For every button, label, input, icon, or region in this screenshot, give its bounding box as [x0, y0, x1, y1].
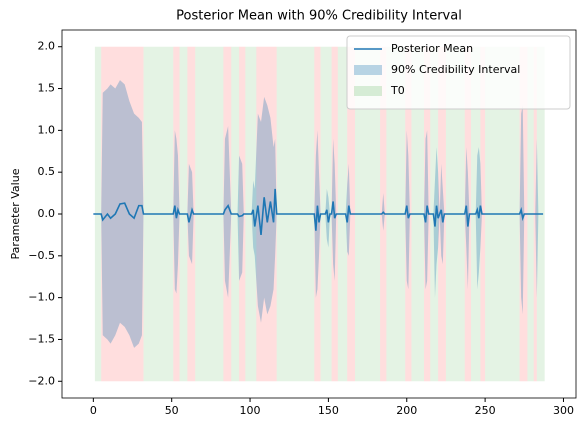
- span: [464, 46, 472, 382]
- x-tick-label: 50: [165, 404, 179, 417]
- legend-box: [346, 35, 571, 110]
- x-tick-label: 0: [90, 404, 97, 417]
- legend-label: T0: [390, 84, 405, 97]
- chart-title: Posterior Mean with 90% Credibility Inte…: [176, 9, 462, 24]
- y-tick-label: −0.5: [28, 249, 55, 262]
- x-tick-label: 300: [553, 404, 574, 417]
- y-tick-label: −1.5: [28, 332, 55, 345]
- span: [380, 46, 387, 382]
- y-axis-label: Parameter Value: [9, 168, 22, 259]
- y-tick-label: 2.0: [38, 40, 56, 53]
- x-tick-label: 250: [475, 404, 496, 417]
- legend-label: Posterior Mean: [391, 42, 473, 55]
- legend-swatch: [354, 86, 382, 96]
- legend-label: 90% Credibility Interval: [391, 63, 520, 76]
- x-tick-label: 200: [396, 404, 417, 417]
- span: [239, 46, 246, 382]
- x-tick-label: 150: [318, 404, 339, 417]
- legend: Posterior Mean 90% Credibility Interval T0: [346, 35, 571, 110]
- y-tick-label: 1.0: [38, 123, 56, 136]
- y-tick-label: −2.0: [28, 374, 55, 387]
- y-tick-label: −1.0: [28, 291, 55, 304]
- y-tick-label: 0.5: [38, 165, 56, 178]
- legend-swatch: [354, 65, 382, 75]
- y-tick-label: 0.0: [38, 207, 56, 220]
- y-tick-label: 1.5: [38, 82, 56, 95]
- x-tick-label: 100: [240, 404, 261, 417]
- mean-line: [93, 188, 544, 235]
- span: [223, 46, 232, 382]
